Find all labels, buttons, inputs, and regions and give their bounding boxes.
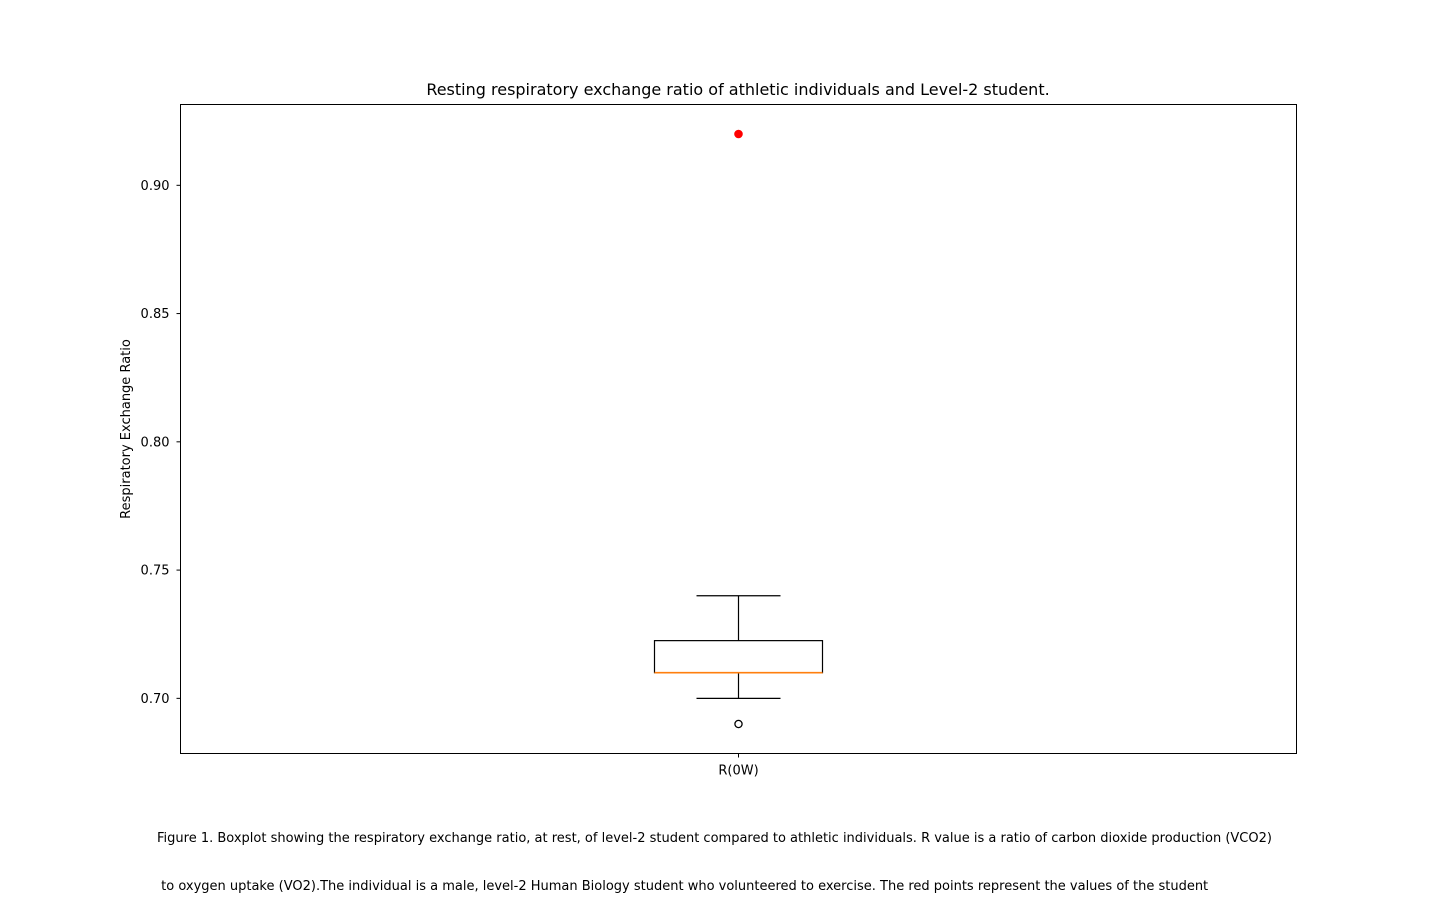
chart-title: Resting respiratory exchange ratio of at…: [426, 80, 1049, 99]
caption-line-1: Figure 1. Boxplot showing the respirator…: [157, 831, 1272, 846]
box-iqr: [653, 640, 824, 674]
plot-area-frame: [180, 104, 1297, 754]
outlier-point: [734, 719, 743, 729]
student-point: [734, 129, 743, 139]
x-axis: R(0W): [718, 753, 759, 779]
figure-caption: Figure 1. Boxplot showing the respirator…: [157, 799, 1397, 911]
y-axis-label: Respiratory Exchange Ratio: [119, 339, 134, 519]
y-tick-label: 0.80: [141, 435, 170, 450]
box-group: [653, 129, 824, 729]
y-tick-label: 0.90: [141, 179, 170, 194]
y-axis: 0.70 0.75 0.80 0.85 0.90: [141, 179, 181, 707]
caption-line-2: to oxygen uptake (VO2).The individual is…: [157, 879, 1209, 894]
x-tick-label: R(0W): [718, 764, 758, 779]
y-tick-label: 0.70: [141, 692, 170, 707]
y-tick-label: 0.75: [141, 564, 170, 579]
y-tick-label: 0.85: [141, 307, 170, 322]
boxplot-chart: Resting respiratory exchange ratio of at…: [119, 80, 1297, 779]
